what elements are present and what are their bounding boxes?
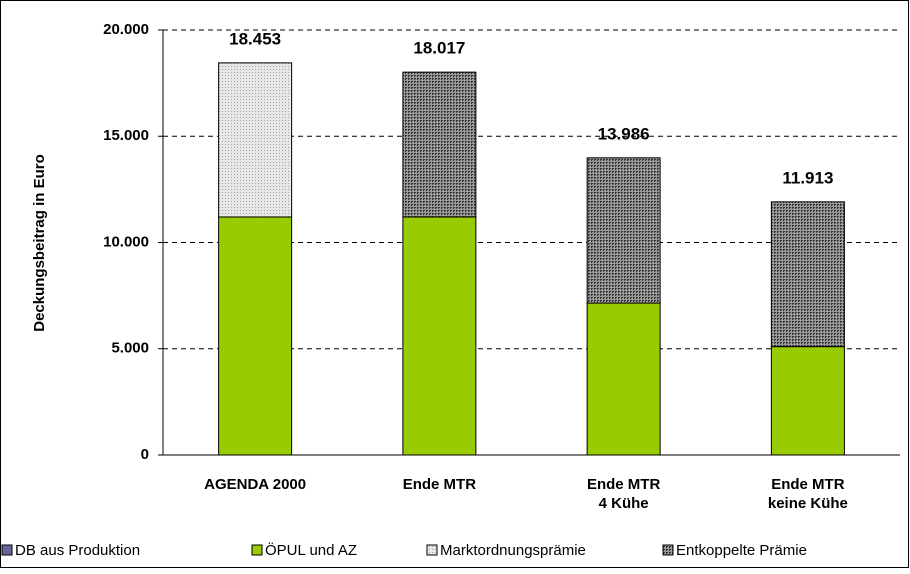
x-tick-label: Ende MTR keine Kühe	[768, 476, 848, 512]
bar-segment	[770, 201, 845, 348]
legend-swatch	[251, 544, 263, 556]
bar-segment	[586, 157, 661, 304]
x-tick-label: Ende MTR	[403, 476, 476, 493]
total-label: 11.913	[782, 168, 833, 187]
legend-swatch	[1, 544, 13, 556]
y-tick-label: 20.000	[103, 21, 149, 38]
y-axis-label: Deckungsbeitrag in Euro	[31, 154, 48, 332]
x-tick-label: Ende MTR 4 Kühe	[587, 476, 660, 512]
total-label: 13.986	[598, 124, 650, 143]
legend-label: Marktordnungsprämie	[440, 542, 586, 559]
y-tick-label: 0	[141, 446, 149, 463]
bar-segment	[586, 302, 661, 456]
legend-label: ÖPUL und AZ	[265, 541, 357, 559]
bar-segment	[770, 346, 845, 456]
bar-segment	[218, 62, 293, 218]
legend-label: DB aus Produktion	[15, 542, 140, 559]
legend-label: Entkoppelte Prämie	[676, 542, 807, 559]
legend-swatch	[426, 544, 438, 556]
legend-swatch	[662, 544, 674, 556]
total-label: 18.017	[413, 39, 465, 58]
y-tick-label: 15.000	[103, 127, 149, 144]
total-label: 18.453	[229, 29, 281, 48]
x-tick-label: AGENDA 2000	[204, 476, 306, 493]
y-tick-label: 5.000	[111, 340, 149, 357]
bar-segment	[402, 71, 477, 218]
bar-segment	[218, 216, 293, 456]
y-tick-label: 10.000	[103, 233, 149, 250]
bar-segment	[402, 216, 477, 456]
